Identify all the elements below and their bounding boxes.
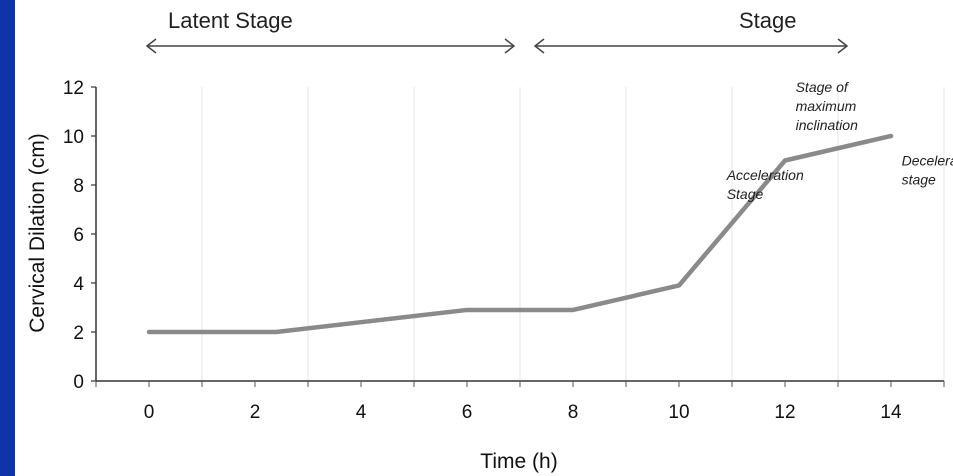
y-tick-label: 4 bbox=[73, 274, 84, 295]
x-tick-label: 14 bbox=[880, 402, 902, 423]
x-tick-label: 8 bbox=[568, 402, 579, 423]
annotation-line: Stage bbox=[727, 186, 764, 202]
active-stage-label: Stage bbox=[739, 8, 797, 33]
axes bbox=[91, 86, 945, 387]
annotation-line: Stage of bbox=[796, 79, 850, 95]
curve-annotation: Acceleration Stage bbox=[726, 167, 804, 202]
annotations: Acceleration Stage Stage of maximum inclinat… bbox=[726, 79, 953, 202]
y-tick-label: 12 bbox=[63, 78, 84, 99]
y-tick-label: 6 bbox=[73, 225, 84, 246]
x-tick-label: 0 bbox=[144, 402, 155, 423]
x-tick-label: 12 bbox=[774, 402, 795, 423]
annotation-line: inclination bbox=[796, 117, 858, 133]
active-stage-arrow bbox=[533, 38, 849, 54]
annotation-line: stage bbox=[902, 171, 936, 187]
y-tick-label: 0 bbox=[73, 372, 84, 393]
latent-stage-arrow bbox=[145, 38, 516, 54]
tick-labels: 0 2 4 6 8 10 12 0 2 4 6 8 10 12 14 bbox=[63, 78, 902, 423]
x-tick-label: 2 bbox=[250, 402, 261, 423]
curve-annotation: Deceleration stage bbox=[902, 152, 953, 187]
x-tick-label: 4 bbox=[356, 402, 367, 423]
y-tick-label: 8 bbox=[73, 176, 84, 197]
y-tick-label: 2 bbox=[73, 323, 84, 344]
y-axis-title: Cervical Dilation (cm) bbox=[26, 133, 49, 333]
annotation-line: maximum bbox=[796, 98, 857, 114]
data-series bbox=[146, 133, 894, 335]
curve-annotation: Stage of maximum inclination bbox=[796, 79, 858, 133]
slide-accent-bar bbox=[0, 0, 15, 476]
x-axis-title: Time (h) bbox=[480, 450, 557, 473]
y-tick-label: 10 bbox=[63, 127, 84, 148]
annotation-line: Deceleration bbox=[902, 152, 953, 168]
latent-stage-label: Latent Stage bbox=[168, 8, 293, 33]
dilation-curve bbox=[146, 133, 894, 335]
annotation-line: Acceleration bbox=[726, 167, 804, 183]
x-tick-label: 6 bbox=[462, 402, 473, 423]
x-tick-label: 10 bbox=[668, 402, 689, 423]
